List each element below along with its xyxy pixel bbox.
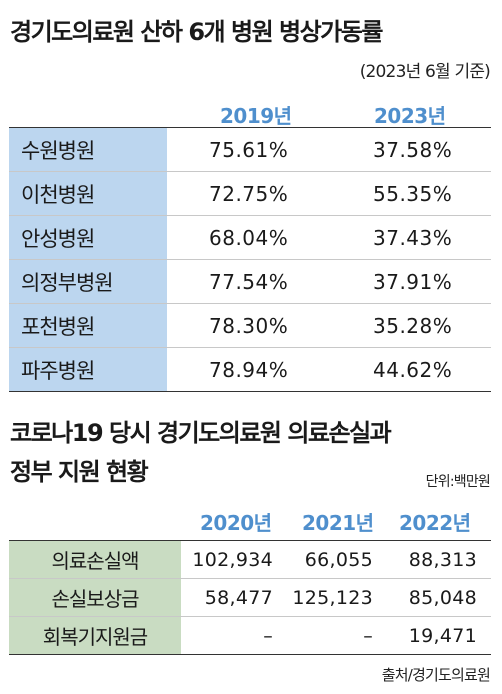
rate-2019: 78.94% (209, 357, 289, 382)
value-2021: 125,123 (292, 586, 373, 609)
table-row: 파주병원 78.94% 44.62% (9, 347, 491, 391)
table2-year-header: 2020년 2021년 2022년 (0, 507, 502, 535)
table-row: 포천병원 78.30% 35.28% (9, 303, 491, 347)
rate-2019: 77.54% (209, 269, 289, 294)
table2-title-line1: 코로나19 당시 경기도의료원 의료손실과 (10, 419, 392, 447)
rate-2019: 72.75% (209, 181, 289, 206)
table1-year-header: 2019년 2023년 (0, 100, 502, 128)
hospital-name: 포천병원 (9, 304, 167, 347)
value-2021: 66,055 (304, 548, 373, 571)
rate-2023: 37.91% (373, 269, 453, 294)
rate-2019: 75.61% (209, 137, 289, 162)
source-note: 출처/경기도의료원 (381, 666, 491, 684)
rate-2023: 37.43% (373, 225, 453, 250)
value-2022: 19,471 (408, 624, 477, 647)
table1-title: 경기도의료원 산하 6개 병원 병상가동률 (10, 18, 383, 46)
hospital-name: 이천병원 (9, 172, 167, 215)
value-2020: – (263, 624, 273, 647)
item-name: 의료손실액 (9, 541, 181, 578)
table-row: 안성병원 68.04% 37.43% (9, 215, 491, 259)
table-row: 의료손실액 102,934 66,055 88,313 (9, 541, 491, 578)
table-row: 회복기지원금 – – 19,471 (9, 616, 491, 654)
rate-2023: 55.35% (373, 181, 453, 206)
year-2023-header: 2023년 (374, 104, 446, 128)
value-2021: – (363, 624, 373, 647)
hospital-name: 파주병원 (9, 348, 167, 391)
hospital-name: 수원병원 (9, 128, 167, 171)
as-of-note: (2023년 6월 기준) (359, 62, 491, 82)
value-2022: 88,313 (408, 548, 477, 571)
rate-2023: 37.58% (373, 137, 453, 162)
rate-2023: 44.62% (373, 357, 453, 382)
year-2019-header: 2019년 (220, 104, 292, 128)
year-2020-header: 2020년 (200, 511, 272, 535)
table-row: 의정부병원 77.54% 37.91% (9, 259, 491, 303)
loss-support-table: 의료손실액 102,934 66,055 88,313 손실보상금 58,477… (9, 540, 491, 655)
value-2020: 58,477 (204, 586, 273, 609)
hospital-name: 안성병원 (9, 216, 167, 259)
table-row: 손실보상금 58,477 125,123 85,048 (9, 578, 491, 616)
year-2022-header: 2022년 (399, 511, 471, 535)
year-2021-header: 2021년 (302, 511, 374, 535)
table-row: 수원병원 75.61% 37.58% (9, 128, 491, 171)
item-name: 회복기지원금 (9, 617, 181, 654)
rate-2019: 68.04% (209, 225, 289, 250)
hospital-name: 의정부병원 (9, 260, 167, 303)
value-2022: 85,048 (408, 586, 477, 609)
occupancy-table: 수원병원 75.61% 37.58% 이천병원 72.75% 55.35% 안성… (9, 127, 491, 392)
item-name: 손실보상금 (9, 579, 181, 616)
table2-title-line2: 정부 지원 현황 (10, 458, 149, 486)
rate-2019: 78.30% (209, 313, 289, 338)
table-row: 이천병원 72.75% 55.35% (9, 171, 491, 215)
unit-note: 단위:백만원 (425, 474, 491, 490)
value-2020: 102,934 (192, 548, 273, 571)
rate-2023: 35.28% (373, 313, 453, 338)
